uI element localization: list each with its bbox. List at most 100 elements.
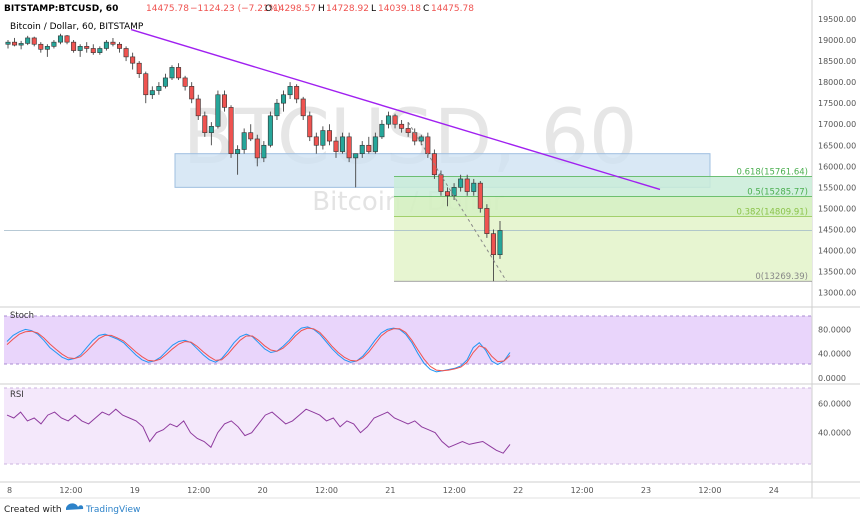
price-axis[interactable]: 19500.00 19000.00 18500.00 18000.00 17500.00… (818, 15, 856, 298)
candle-body (294, 86, 300, 100)
candle (221, 90, 227, 112)
candle-body (418, 136, 424, 142)
time-tick-label: 12:00 (443, 486, 466, 495)
candle (346, 132, 352, 163)
candle-body (176, 67, 182, 79)
symbol-label[interactable]: BITSTAMP:BTCUSD, 60 (4, 4, 118, 14)
candle-body (5, 41, 11, 45)
candle-body (267, 115, 273, 146)
price-tick-label: 17500.00 (818, 99, 856, 108)
price-tick-label: 15000.00 (818, 204, 856, 213)
price-change: −1124.23 (−7.21%) (190, 4, 281, 14)
candle-body (90, 48, 96, 53)
tradingview-brand[interactable]: TradingView (85, 505, 140, 515)
candle-body (169, 67, 175, 79)
candle-body (399, 123, 405, 129)
candle (464, 174, 470, 196)
candle (208, 122, 214, 146)
fib-zone-upper (394, 176, 812, 197)
stochastic-pane (6, 326, 511, 373)
candle-body (340, 136, 346, 152)
price-tick-label: 18000.00 (818, 78, 856, 87)
candle (182, 75, 188, 91)
time-axis[interactable]: 8 12:00 19 12:00 20 12:00 21 12:00 22 12:00 23 12:0… (7, 486, 779, 495)
candle (392, 113, 398, 129)
price-tick-label: 14000.00 (818, 246, 856, 255)
tradingview-logo-icon (66, 503, 84, 510)
stoch-tick-label: 0.0000 (818, 374, 846, 383)
time-tick-label: 19 (130, 486, 140, 495)
candle (215, 90, 221, 129)
candle (31, 36, 37, 47)
candle-body (117, 43, 123, 49)
candle-body (477, 182, 483, 209)
candle-body (156, 86, 162, 91)
candle (399, 120, 405, 133)
open-value: 14298.57 (273, 4, 316, 14)
candle (385, 111, 391, 129)
rsi-tick-label: 60.0000 (818, 399, 851, 408)
stoch-axis: 80.0000 40.0000 0.0000 (818, 325, 851, 383)
time-tick-label: 12:00 (571, 486, 594, 495)
candle (5, 40, 11, 49)
candle (25, 35, 31, 46)
candle-body (235, 149, 241, 154)
candle-body (195, 98, 201, 117)
candle-body (438, 174, 444, 192)
candle (241, 128, 247, 154)
candle-body (97, 48, 103, 53)
candle-body (182, 77, 188, 87)
stoch-k-line (6, 326, 511, 373)
candle-body (412, 132, 418, 142)
candle (136, 61, 142, 78)
time-tick-label: 12:00 (698, 486, 721, 495)
rsi-axis: 60.0000 40.0000 (818, 399, 851, 437)
fib-level-label: 0.618(15761.64) (736, 167, 808, 177)
candle-body (497, 230, 503, 256)
open-label: O (265, 4, 272, 14)
candle-body (143, 73, 149, 96)
candle (340, 132, 346, 154)
fib-level-label: 0.382(14809.91) (736, 207, 808, 217)
candle-body (149, 90, 155, 96)
candle (445, 187, 451, 207)
candle-body (241, 132, 247, 150)
candle (143, 71, 149, 104)
candle-body (333, 140, 339, 152)
candle-body (300, 98, 306, 117)
candle (267, 111, 273, 148)
candle (97, 46, 103, 55)
last-price: 14475.78 (146, 4, 189, 14)
candle (12, 37, 18, 47)
candle (353, 153, 359, 188)
candle-body (359, 144, 365, 154)
created-with-label: Created with (4, 505, 62, 515)
header-row: BITSTAMP:BTCUSD, 60 14475.78 −1124.23 (−… (4, 4, 474, 14)
fibonacci-retracement: 0.618(15761.64) 0.5(15285.77) 0.382(14809.… (394, 167, 812, 282)
rsi-pane (6, 408, 511, 454)
time-tick-label: 21 (385, 486, 395, 495)
candle (320, 126, 326, 150)
time-tick-label: 12:00 (187, 486, 210, 495)
rsi-line (6, 408, 511, 454)
candle (300, 96, 306, 121)
candle (326, 124, 332, 146)
candle-body (228, 107, 234, 154)
candle-body (77, 46, 83, 51)
candle (189, 82, 195, 104)
time-tick-label: 12:00 (315, 486, 338, 495)
candle-body (110, 41, 116, 45)
candle-body (215, 94, 221, 127)
candle (458, 174, 464, 192)
price-tick-label: 13500.00 (818, 268, 856, 277)
price-tick-label: 14500.00 (818, 225, 856, 234)
candle (169, 65, 175, 81)
price-tick-label: 19000.00 (818, 36, 856, 45)
high-value: 14728.92 (326, 4, 369, 14)
candle-body (44, 46, 50, 50)
time-tick-label: 12:00 (59, 486, 82, 495)
candle (235, 145, 241, 175)
close-label: C (423, 4, 429, 14)
descending-trendline[interactable] (130, 28, 661, 191)
series-legend: Bitcoin / Dollar, 60, BITSTAMP (10, 22, 144, 32)
